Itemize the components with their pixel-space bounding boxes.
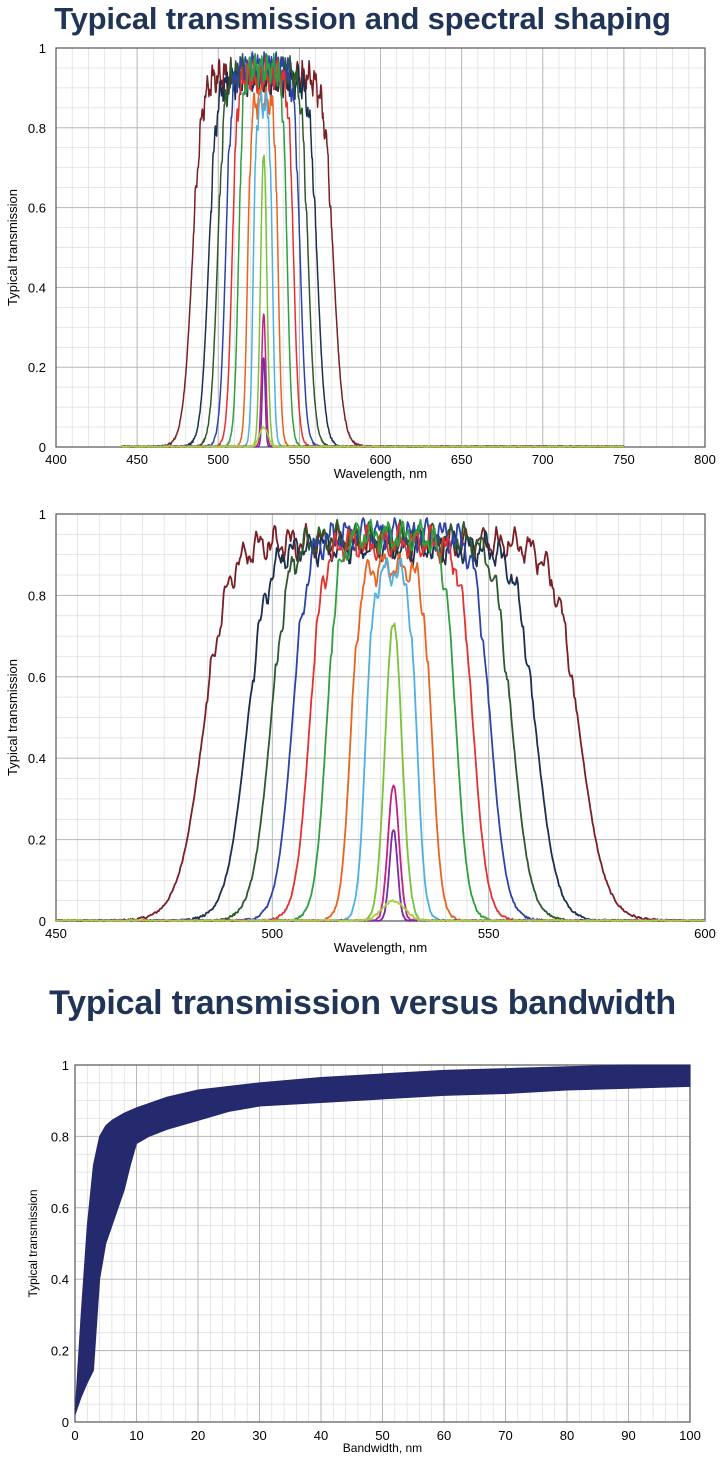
x-tick-label: 550 xyxy=(289,452,311,467)
y-tick-label: 1 xyxy=(39,507,46,522)
x-tick-label: 20 xyxy=(191,1428,205,1443)
series-line-9 xyxy=(120,154,625,448)
x-tick-label: 700 xyxy=(532,452,554,467)
series-line-2 xyxy=(120,61,625,448)
bandwidth-chart: 0 10 20 30 40 50 60 70 80 90 100 0 0.2 0.4 0.6 0.8 1 Band… xyxy=(26,1058,701,1455)
x-tick-label: 500 xyxy=(261,926,283,941)
y-tick-label: 0.4 xyxy=(28,280,46,295)
x-tick-label: 600 xyxy=(694,926,716,941)
series-line-3 xyxy=(120,53,625,448)
series-group xyxy=(120,51,625,448)
x-tick-label: 50 xyxy=(375,1428,389,1443)
y-tick-label: 1 xyxy=(62,1058,69,1073)
x-tick-label: 60 xyxy=(437,1428,451,1443)
x-tick-label: 600 xyxy=(370,452,392,467)
y-axis-label: Typical transmission xyxy=(5,659,20,776)
y-tick-label: 0.8 xyxy=(28,121,46,136)
x-tick-label: 30 xyxy=(252,1428,266,1443)
x-tick-label: 70 xyxy=(498,1428,512,1443)
x-tick-label: 450 xyxy=(126,452,148,467)
y-tick-label: 0.2 xyxy=(28,360,46,375)
y-tick-label: 0.8 xyxy=(28,588,46,603)
x-tick-label: 40 xyxy=(314,1428,328,1443)
page-title-transmission-bandwidth: Typical transmission versus bandwidth xyxy=(49,984,676,1022)
y-tick-label: 0.6 xyxy=(28,670,46,685)
series-line-8 xyxy=(120,90,625,448)
x-tick-label: 80 xyxy=(560,1428,574,1443)
y-tick-label: 0.4 xyxy=(28,751,46,766)
y-tick-label: 0 xyxy=(39,914,46,929)
spectral-chart-full: 400 450 500 550 600 650 700 750 800 0 0.2 0.4 0.6 0.8… xyxy=(5,41,716,481)
x-tick-label: 650 xyxy=(451,452,473,467)
y-tick-label: 0.2 xyxy=(51,1344,69,1359)
y-tick-label: 0 xyxy=(62,1415,69,1430)
x-tick-label: 400 xyxy=(45,452,67,467)
series-line-12 xyxy=(120,425,625,448)
y-axis-label: Typical transmission xyxy=(5,189,20,306)
x-tick-label: 450 xyxy=(45,926,67,941)
x-tick-label: 500 xyxy=(207,452,229,467)
plot-frame xyxy=(74,1064,691,1423)
y-tick-label: 1 xyxy=(39,41,46,56)
x-axis-label: Bandwidth, nm xyxy=(343,1441,422,1455)
y-tick-label: 0.6 xyxy=(51,1201,69,1216)
x-tick-label: 100 xyxy=(679,1428,701,1443)
x-tick-label: 90 xyxy=(621,1428,635,1443)
series-line-1 xyxy=(120,56,625,448)
y-tick-label: 0 xyxy=(39,440,46,455)
y-axis-label: Typical transmission xyxy=(26,1189,40,1297)
spectral-chart-zoomed: 450 500 550 600 0 0.2 0.4 0.6 0.8 1 Wavelength, nm… xyxy=(5,507,716,955)
series-line-5 xyxy=(120,56,625,448)
series-group xyxy=(56,517,705,922)
x-tick-label: 10 xyxy=(129,1428,143,1443)
x-tick-label: 0 xyxy=(71,1428,78,1443)
x-tick-label: 800 xyxy=(694,452,716,467)
transmission-band xyxy=(74,1064,691,1416)
x-tick-label: 750 xyxy=(613,452,635,467)
x-axis-label: Wavelength, nm xyxy=(334,466,427,481)
y-tick-label: 0.2 xyxy=(28,833,46,848)
y-tick-label: 0.4 xyxy=(51,1272,69,1287)
series-line-6 xyxy=(120,52,625,448)
series-line-4 xyxy=(120,51,625,448)
x-tick-label: 550 xyxy=(478,926,500,941)
y-tick-label: 0.6 xyxy=(28,201,46,216)
y-tick-label: 0.8 xyxy=(51,1129,69,1144)
x-axis-label: Wavelength, nm xyxy=(334,940,427,955)
series-line-12 xyxy=(56,899,705,922)
page-title-transmission-shaping: Typical transmission and spectral shapin… xyxy=(54,1,671,36)
